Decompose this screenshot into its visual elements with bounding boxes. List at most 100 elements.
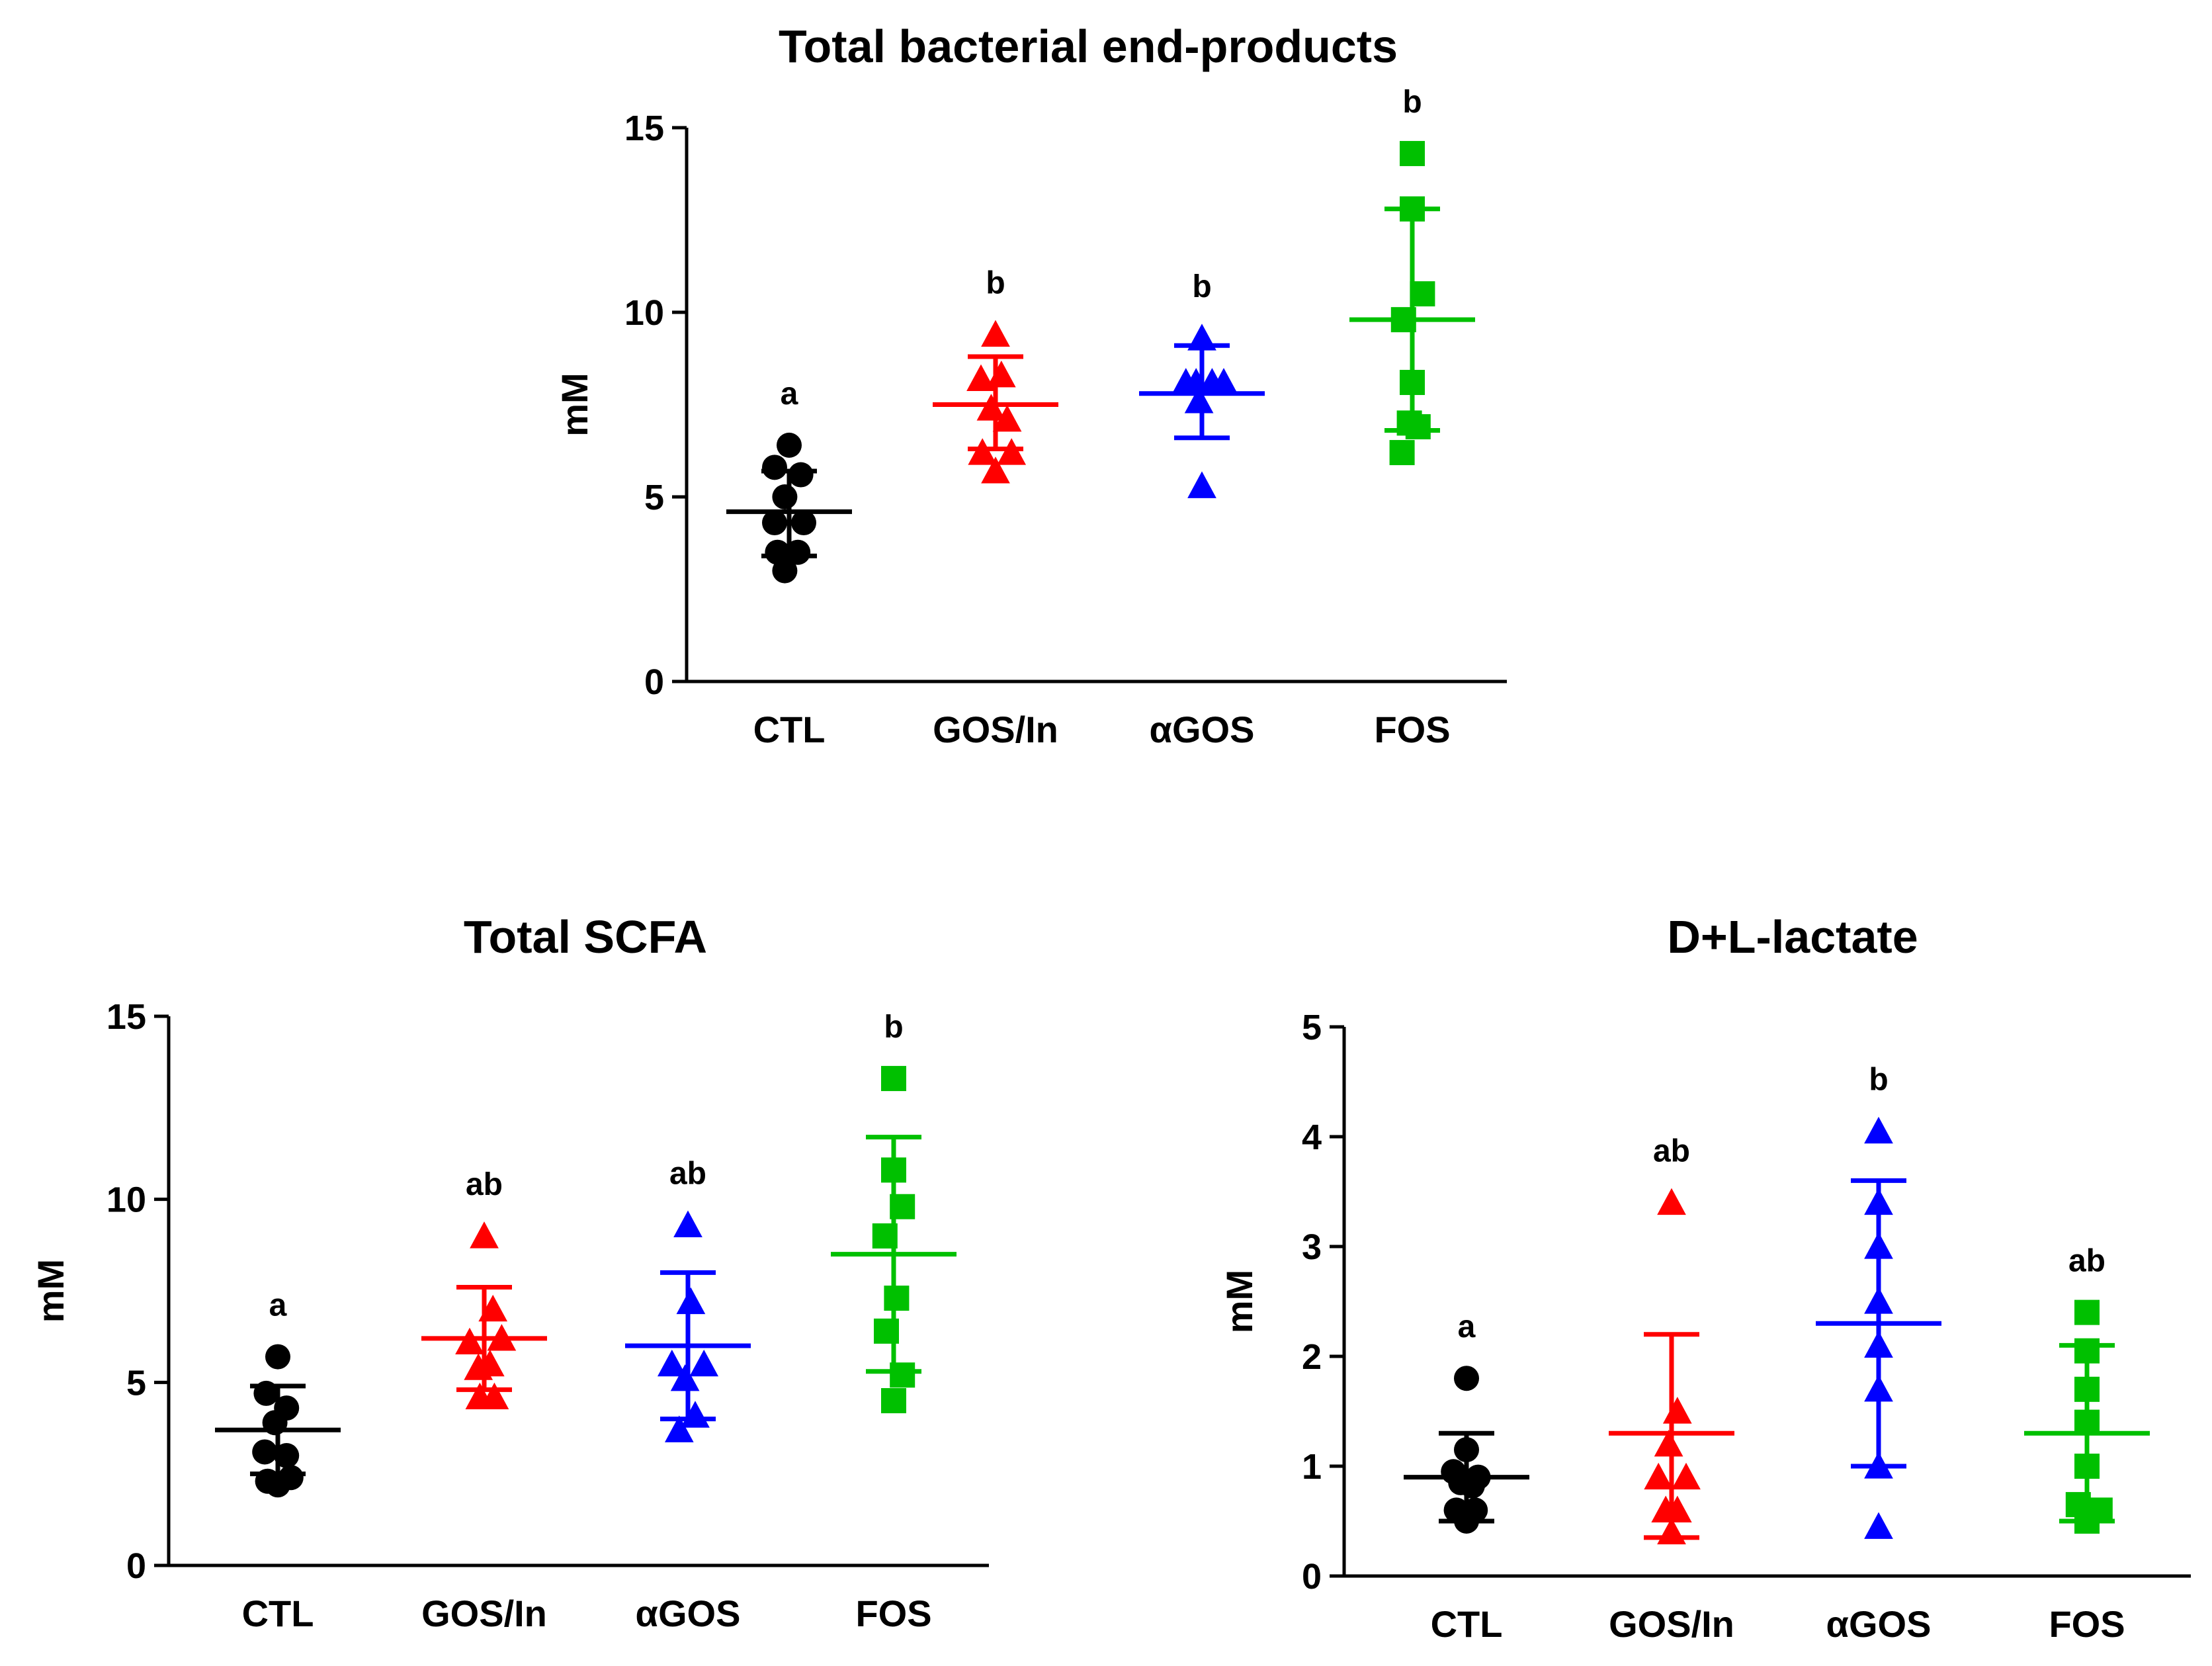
data-point (1644, 1462, 1674, 1490)
x-category-label: GOS/In (933, 709, 1058, 750)
data-point (689, 1349, 719, 1377)
data-point (1662, 1397, 1692, 1424)
data-point (265, 1344, 290, 1370)
data-point (762, 510, 787, 536)
x-category-label: GOS/In (1609, 1603, 1734, 1645)
data-point (992, 404, 1022, 432)
y-axis-label: mM (1218, 1270, 1260, 1333)
data-point (976, 394, 1006, 421)
data-point (762, 455, 787, 480)
x-category-label: CTL (1431, 1603, 1503, 1645)
series-3: ab (2024, 1244, 2150, 1534)
data-point (673, 1210, 702, 1237)
y-tick-label: 10 (106, 1180, 146, 1220)
y-tick-label: 0 (126, 1546, 146, 1586)
significance-letter: ab (669, 1156, 706, 1191)
x-category-label: αGOS (1826, 1603, 1932, 1645)
y-tick-label: 5 (126, 1363, 146, 1403)
x-category-label: CTL (753, 709, 826, 750)
series-2: ab (625, 1156, 751, 1442)
data-point (480, 1382, 509, 1410)
data-point (986, 361, 1016, 388)
data-point (884, 1286, 910, 1311)
significance-letter: b (1192, 269, 1211, 304)
data-point (265, 1472, 290, 1498)
significance-letter: ab (466, 1167, 503, 1202)
series-0: a (1404, 1309, 1529, 1534)
y-tick-label: 5 (1302, 1008, 1322, 1047)
chart-title: D+L-lactate (1667, 911, 1918, 963)
significance-letter: a (781, 376, 798, 412)
data-point (252, 1439, 278, 1465)
x-category-label: FOS (1374, 709, 1450, 750)
chart-total-bacterial: Total bacterial end-products 0 5 10 15 CTL GOS… (554, 21, 1507, 750)
y-tick-label: 10 (624, 293, 664, 333)
data-point (670, 1364, 700, 1391)
y-axis-label: mM (554, 373, 595, 436)
series-1: b (933, 265, 1058, 484)
data-point (788, 462, 814, 488)
data-point (657, 1349, 687, 1377)
x-category-label: αGOS (636, 1593, 741, 1634)
y-tick-label: 2 (1302, 1337, 1322, 1377)
series-0: a (726, 376, 852, 584)
y-tick-label: 3 (1302, 1227, 1322, 1267)
y-axis-label: mM (30, 1259, 71, 1323)
x-category-label: FOS (855, 1593, 931, 1634)
data-point (772, 558, 798, 584)
data-point (1654, 1429, 1683, 1457)
significance-letter: b (1402, 85, 1422, 120)
x-category-label: CTL (242, 1593, 314, 1634)
significance-letter: ab (1653, 1134, 1690, 1169)
x-category-label: αGOS (1150, 709, 1255, 750)
data-point (1405, 414, 1431, 439)
significance-letter: b (986, 265, 1005, 300)
data-point (676, 1287, 706, 1315)
y-tick-label: 0 (644, 662, 664, 702)
data-point (881, 1388, 906, 1413)
data-point (681, 1401, 710, 1428)
x-category-label: GOS/In (421, 1593, 547, 1634)
significance-letter: b (1869, 1063, 1888, 1098)
data-point (981, 457, 1010, 484)
data-point (1672, 1462, 1701, 1490)
data-point (455, 1327, 484, 1355)
series-3: b (831, 1010, 957, 1413)
data-point (981, 320, 1010, 347)
data-point (966, 364, 996, 392)
y-tick-label: 4 (1302, 1118, 1322, 1157)
series-2: b (1816, 1063, 1941, 1539)
data-point (1187, 471, 1216, 498)
series-1: ab (421, 1167, 547, 1410)
y-tick-label: 5 (644, 478, 664, 517)
data-point (1209, 368, 1238, 395)
significance-letter: b (884, 1010, 903, 1045)
series-1: ab (1609, 1134, 1734, 1545)
data-point (1864, 1512, 1893, 1539)
data-point (470, 1221, 499, 1249)
y-tick-label: 15 (106, 997, 146, 1037)
data-point (664, 1415, 694, 1442)
data-point (968, 438, 998, 465)
data-point (1657, 1188, 1686, 1215)
data-point (1389, 440, 1415, 466)
significance-letter: a (269, 1288, 287, 1323)
y-tick-label: 0 (1302, 1557, 1322, 1597)
series-3: b (1349, 85, 1475, 466)
data-point (2074, 1299, 2100, 1325)
data-point (791, 510, 816, 536)
chart-title: Total bacterial end-products (779, 21, 1398, 72)
data-point (997, 438, 1027, 465)
data-point (785, 539, 811, 565)
data-point (1184, 386, 1214, 414)
chart-title: Total SCFA (464, 911, 707, 963)
series-2: b (1139, 269, 1265, 498)
x-category-label: FOS (2049, 1603, 2125, 1645)
data-point (1864, 1116, 1893, 1144)
data-point (1400, 141, 1425, 167)
y-tick-label: 1 (1302, 1447, 1322, 1487)
chart-dl-lactate: D+L-lactate 0 1 2 3 4 5 CTL GOS/In αGOS FOS mM a ab b a… (1218, 911, 2191, 1645)
data-point (1454, 1366, 1479, 1391)
data-point (274, 1443, 300, 1468)
